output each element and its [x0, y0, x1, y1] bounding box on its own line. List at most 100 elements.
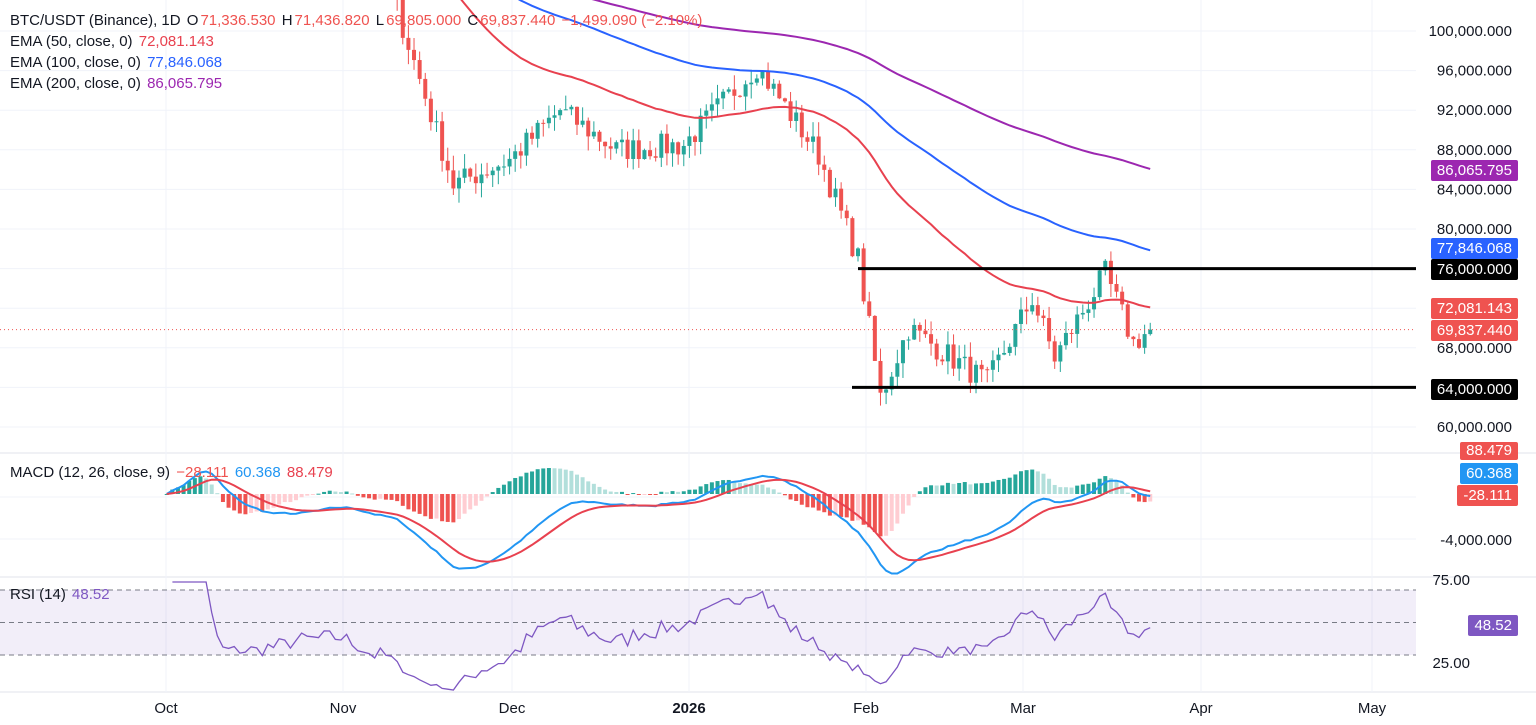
ema50-label: EMA (50, close, 0): [10, 33, 133, 50]
candle-body: [799, 112, 804, 138]
macd-histogram-bar: [1058, 487, 1063, 494]
candle-body: [704, 110, 709, 116]
time-axis-label: May: [1358, 700, 1387, 717]
macd-histogram-bar: [884, 494, 889, 536]
candle-body: [872, 315, 877, 361]
macd-histogram-bar: [417, 494, 422, 514]
candle-body: [1024, 309, 1029, 312]
macd-histogram-bar: [412, 494, 417, 512]
candle-body: [687, 136, 692, 146]
macd-histogram-bar: [1063, 487, 1068, 494]
macd-histogram-bar: [434, 494, 439, 519]
candle-body: [513, 151, 518, 159]
candle-body: [642, 150, 647, 160]
macd-histogram-bar: [1142, 494, 1147, 503]
macd-histogram-bar: [754, 484, 759, 494]
macd-histogram-bar: [597, 486, 602, 494]
candle-body: [934, 343, 939, 360]
macd-histogram-bar: [254, 494, 259, 512]
macd-histogram-bar: [277, 494, 282, 505]
rsi-value: 48.52: [72, 586, 110, 603]
macd-line-tag: 60.368: [1460, 463, 1518, 484]
macd-histogram-bar: [569, 470, 574, 494]
macd-histogram-bar: [906, 494, 911, 506]
candle-body: [653, 156, 658, 158]
candle-body: [951, 344, 956, 369]
candle-body: [473, 176, 478, 184]
candle-body: [1035, 305, 1040, 316]
candle-body: [406, 37, 411, 50]
candle-body: [496, 166, 501, 171]
price-axis-label: 68,000.000: [1437, 340, 1512, 357]
low-value: 69,805.000: [386, 12, 462, 29]
candle-body: [1114, 284, 1119, 292]
macd-histogram-bar: [709, 482, 714, 494]
macd-histogram-bar: [642, 494, 647, 495]
macd-histogram-bar: [232, 494, 237, 511]
candle-body: [721, 91, 726, 99]
macd-histogram-bar: [535, 469, 540, 494]
candle-body: [569, 106, 574, 110]
candle-body: [771, 83, 776, 89]
candle-body: [693, 136, 698, 142]
macd-histogram-bar: [282, 494, 287, 503]
candle-body: [462, 168, 467, 178]
macd-histogram-bar: [350, 493, 355, 495]
candle-body: [1125, 304, 1130, 337]
macd-histogram-bar: [1035, 471, 1040, 494]
rsi-band: [0, 589, 1416, 656]
candle-body: [614, 142, 619, 149]
macd-histogram-bar: [827, 494, 832, 516]
macd-histogram-bar: [653, 494, 658, 495]
macd-label: MACD (12, 26, close, 9): [10, 464, 171, 481]
ema100-value: 77,846.068: [147, 54, 223, 71]
macd-histogram-bar: [985, 482, 990, 494]
macd-histogram-bar: [957, 482, 962, 494]
candle-body: [456, 177, 461, 189]
macd-histogram-bar: [372, 494, 377, 500]
candle-body: [659, 133, 664, 158]
symbol-label: BTC/USDT (Binance), 1D: [10, 12, 181, 29]
candle-body: [1041, 315, 1046, 319]
macd-histogram-bar: [979, 483, 984, 494]
candle-body: [917, 324, 922, 331]
macd-histogram-bar: [170, 489, 175, 494]
macd-histogram-bar: [1120, 485, 1125, 494]
macd-histogram-bar: [895, 494, 900, 524]
candle-body: [1108, 260, 1113, 285]
macd-histogram-bar: [816, 494, 821, 511]
macd-histogram-bar: [1024, 470, 1029, 494]
macd-histogram-bar: [378, 494, 383, 499]
high-value: 71,436.820: [294, 12, 370, 29]
candle-body: [485, 174, 490, 176]
macd-histogram-bar: [1103, 476, 1108, 494]
macd-histogram-bar: [563, 469, 568, 494]
macd-histogram-bar: [608, 491, 613, 494]
candle-body: [889, 376, 894, 390]
macd-histogram-bar: [226, 494, 231, 508]
macd-histogram-bar: [631, 493, 636, 495]
macd-histogram-bar: [659, 491, 664, 494]
candle-body: [754, 78, 759, 83]
time-axis-label: Nov: [330, 700, 357, 717]
candle-body: [636, 140, 641, 160]
candle-body: [1007, 346, 1012, 353]
macd-histogram-bar: [496, 487, 501, 494]
rsi-value-tag: 48.52: [1468, 615, 1518, 636]
macd-histogram-bar: [721, 480, 726, 494]
macd-histogram-bar: [625, 494, 630, 495]
candle-body: [900, 340, 905, 364]
candle-body: [1052, 341, 1057, 362]
macd-legend: MACD (12, 26, close, 9) −28.111 60.368 8…: [10, 463, 335, 483]
candle-body: [1030, 305, 1035, 312]
macd-histogram-bar: [1080, 484, 1085, 494]
candle-body: [945, 344, 950, 362]
candle-body: [608, 146, 613, 149]
candle-body: [743, 84, 748, 97]
candle-body: [1018, 309, 1023, 324]
candle-body: [445, 160, 450, 171]
macd-histogram-bar: [777, 492, 782, 494]
time-axis-label: 2026: [672, 700, 705, 717]
candle-body: [423, 78, 428, 99]
